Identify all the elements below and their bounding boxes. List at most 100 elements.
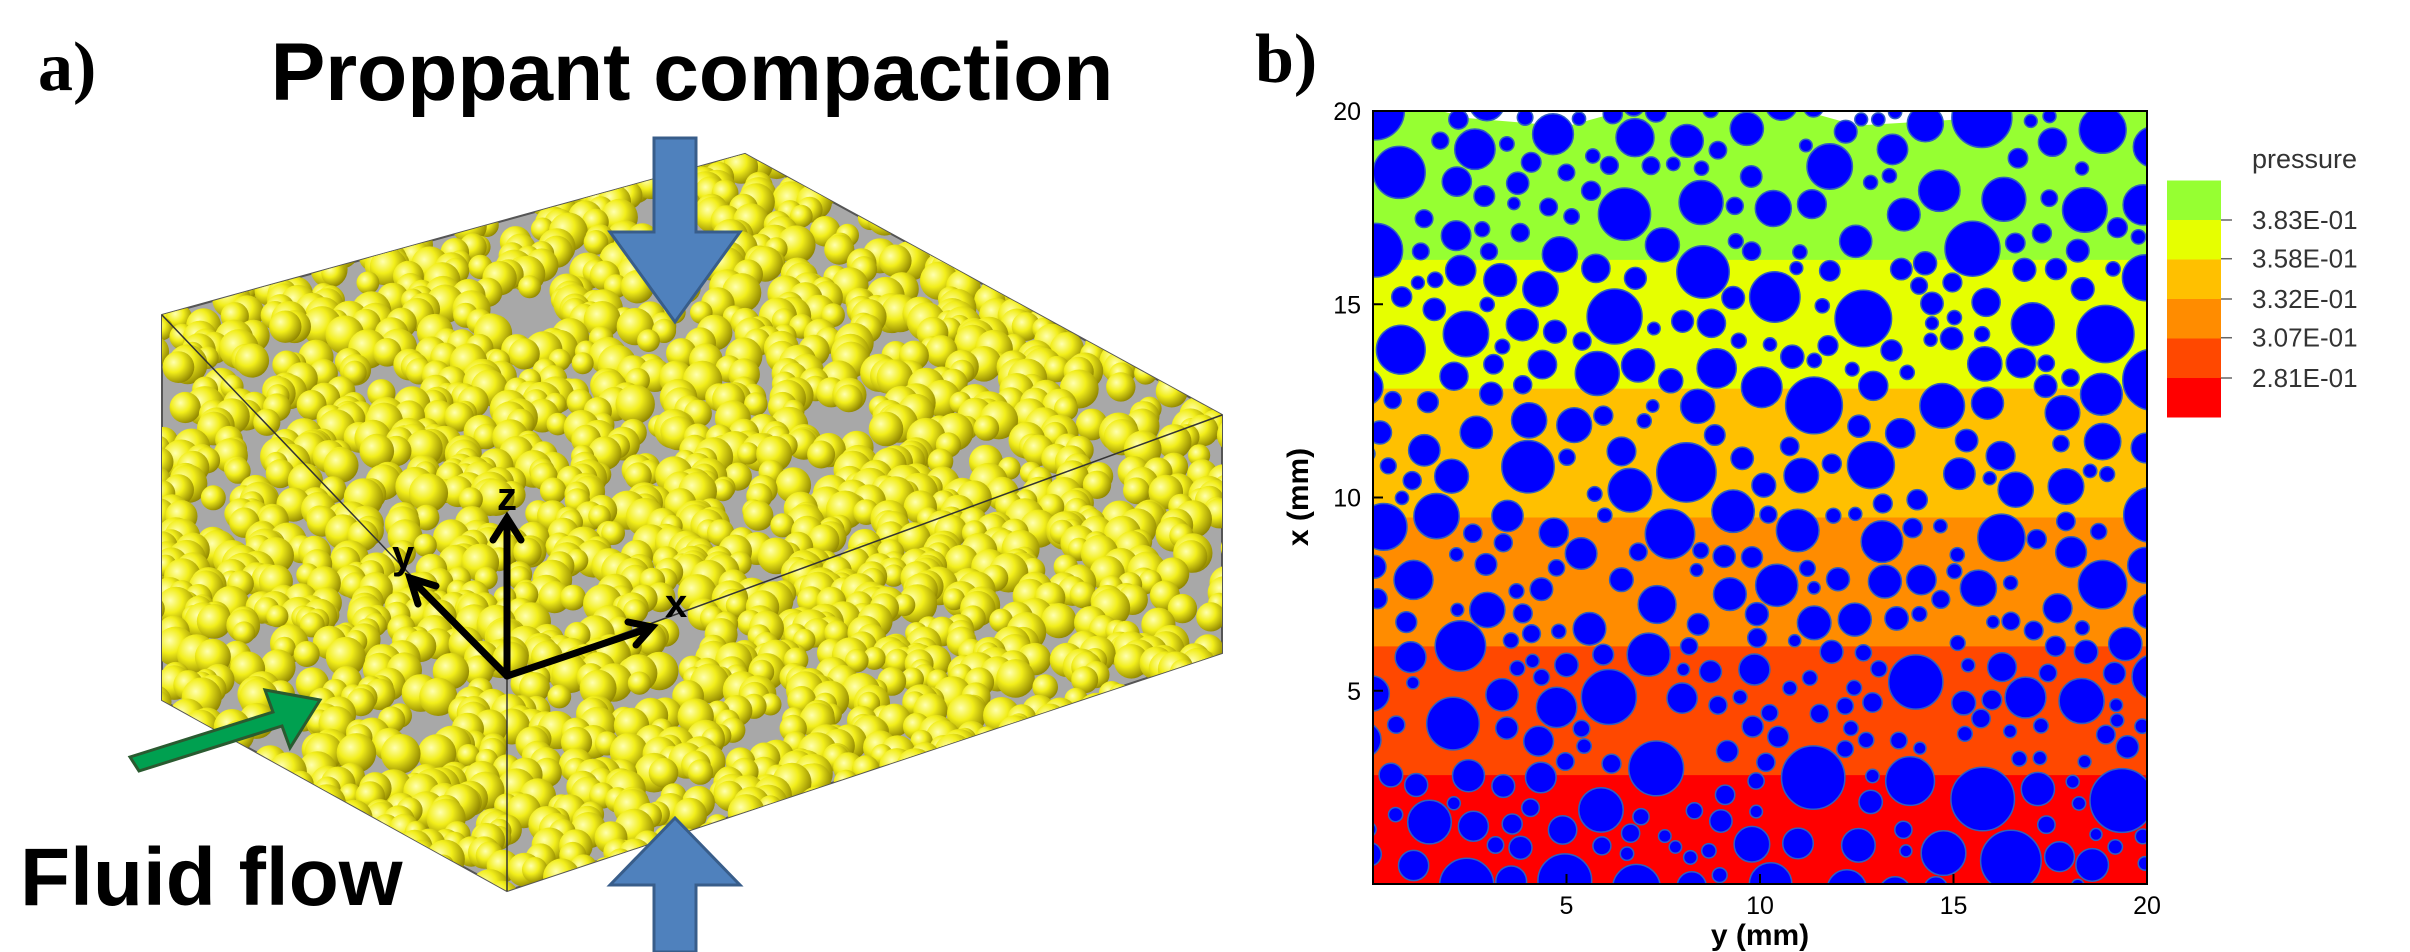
x-tick-label: 15 bbox=[1940, 892, 1968, 920]
particle bbox=[1895, 821, 1912, 838]
sphere bbox=[592, 136, 621, 165]
sphere bbox=[1177, 141, 1217, 181]
sphere bbox=[938, 868, 977, 907]
sphere bbox=[1224, 281, 1248, 305]
particle bbox=[1712, 490, 1754, 532]
particle bbox=[1608, 468, 1652, 512]
sphere bbox=[977, 122, 1016, 161]
sphere bbox=[931, 778, 963, 810]
sphere bbox=[1200, 669, 1234, 703]
particle bbox=[1728, 234, 1743, 249]
particle bbox=[1544, 320, 1567, 343]
particle bbox=[1484, 264, 1517, 297]
particle bbox=[1911, 278, 1928, 295]
sphere bbox=[1018, 259, 1056, 297]
particle bbox=[1881, 340, 1902, 361]
panel-label: a) bbox=[38, 29, 96, 106]
sphere bbox=[353, 131, 390, 168]
particle bbox=[1451, 603, 1464, 616]
particle bbox=[2034, 718, 2049, 733]
sphere bbox=[405, 175, 430, 200]
particle bbox=[1760, 506, 1777, 523]
sphere bbox=[1133, 680, 1167, 714]
sphere bbox=[1158, 348, 1183, 373]
sphere bbox=[939, 757, 968, 786]
sphere bbox=[160, 769, 185, 794]
sphere bbox=[235, 343, 269, 377]
sphere bbox=[986, 148, 1009, 171]
particle bbox=[2081, 373, 2123, 415]
sphere bbox=[1219, 649, 1249, 679]
particle bbox=[1926, 317, 1939, 330]
sphere bbox=[1223, 851, 1246, 874]
sphere bbox=[241, 174, 268, 201]
sphere bbox=[740, 846, 778, 884]
particle bbox=[1739, 654, 1770, 685]
sphere bbox=[996, 659, 1035, 698]
particle bbox=[1575, 352, 1619, 396]
sphere bbox=[1124, 700, 1148, 724]
sphere bbox=[1149, 752, 1187, 790]
sphere bbox=[981, 184, 1008, 211]
particle bbox=[1722, 287, 1745, 310]
particle bbox=[2104, 662, 2126, 684]
sphere bbox=[1142, 129, 1166, 153]
sphere bbox=[1172, 829, 1211, 868]
particle bbox=[1475, 222, 1490, 237]
sphere bbox=[135, 140, 164, 169]
particle bbox=[1671, 124, 1704, 157]
sphere bbox=[1050, 711, 1089, 750]
particle bbox=[1783, 681, 1797, 695]
sphere bbox=[1221, 847, 1259, 885]
sphere bbox=[1014, 875, 1047, 908]
sphere bbox=[1057, 150, 1094, 187]
sphere bbox=[1035, 704, 1067, 736]
particle bbox=[1407, 677, 1419, 689]
sphere bbox=[805, 131, 845, 171]
sphere bbox=[213, 173, 241, 201]
particle bbox=[1427, 697, 1480, 750]
sphere bbox=[1037, 141, 1068, 172]
sphere bbox=[1026, 849, 1064, 887]
particle bbox=[1442, 167, 1471, 196]
sphere bbox=[1170, 659, 1195, 684]
legend-label: 3.32E-01 bbox=[2252, 284, 2358, 314]
particle bbox=[1982, 690, 2002, 710]
sphere bbox=[1086, 851, 1125, 890]
particle bbox=[2147, 321, 2161, 335]
particle bbox=[1570, 96, 1583, 109]
particle bbox=[1756, 564, 1798, 606]
particle bbox=[2106, 262, 2120, 276]
sphere bbox=[477, 184, 512, 219]
sphere bbox=[1178, 311, 1208, 341]
sphere bbox=[1189, 323, 1216, 350]
sphere bbox=[1147, 764, 1182, 799]
sphere bbox=[1172, 228, 1199, 255]
sphere bbox=[382, 141, 421, 180]
sphere bbox=[1129, 301, 1157, 329]
sphere bbox=[1116, 259, 1142, 285]
sphere bbox=[978, 235, 1014, 271]
sphere bbox=[264, 204, 291, 231]
particle bbox=[1470, 592, 1505, 627]
sphere bbox=[760, 814, 798, 852]
sphere bbox=[1227, 350, 1251, 374]
sphere bbox=[1223, 712, 1258, 747]
particle bbox=[2006, 348, 2036, 378]
sphere bbox=[923, 878, 947, 902]
sphere bbox=[139, 629, 162, 652]
sphere bbox=[1184, 289, 1220, 325]
sphere bbox=[1187, 871, 1222, 906]
sphere bbox=[177, 761, 213, 797]
sphere bbox=[363, 184, 394, 215]
sphere bbox=[944, 818, 977, 851]
sphere bbox=[1127, 167, 1156, 196]
sphere bbox=[436, 131, 473, 168]
particle bbox=[1629, 741, 1684, 796]
sphere bbox=[1012, 752, 1035, 775]
particle bbox=[1558, 164, 1575, 181]
particle bbox=[1873, 494, 1892, 513]
sphere bbox=[191, 809, 216, 834]
particle bbox=[1522, 799, 1540, 817]
sphere bbox=[572, 352, 594, 374]
